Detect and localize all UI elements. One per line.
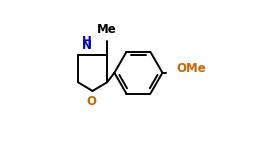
Text: N: N	[82, 39, 91, 52]
Text: H: H	[82, 35, 91, 48]
Text: OMe: OMe	[176, 62, 205, 75]
Text: Me: Me	[97, 23, 117, 36]
Text: O: O	[86, 95, 97, 108]
